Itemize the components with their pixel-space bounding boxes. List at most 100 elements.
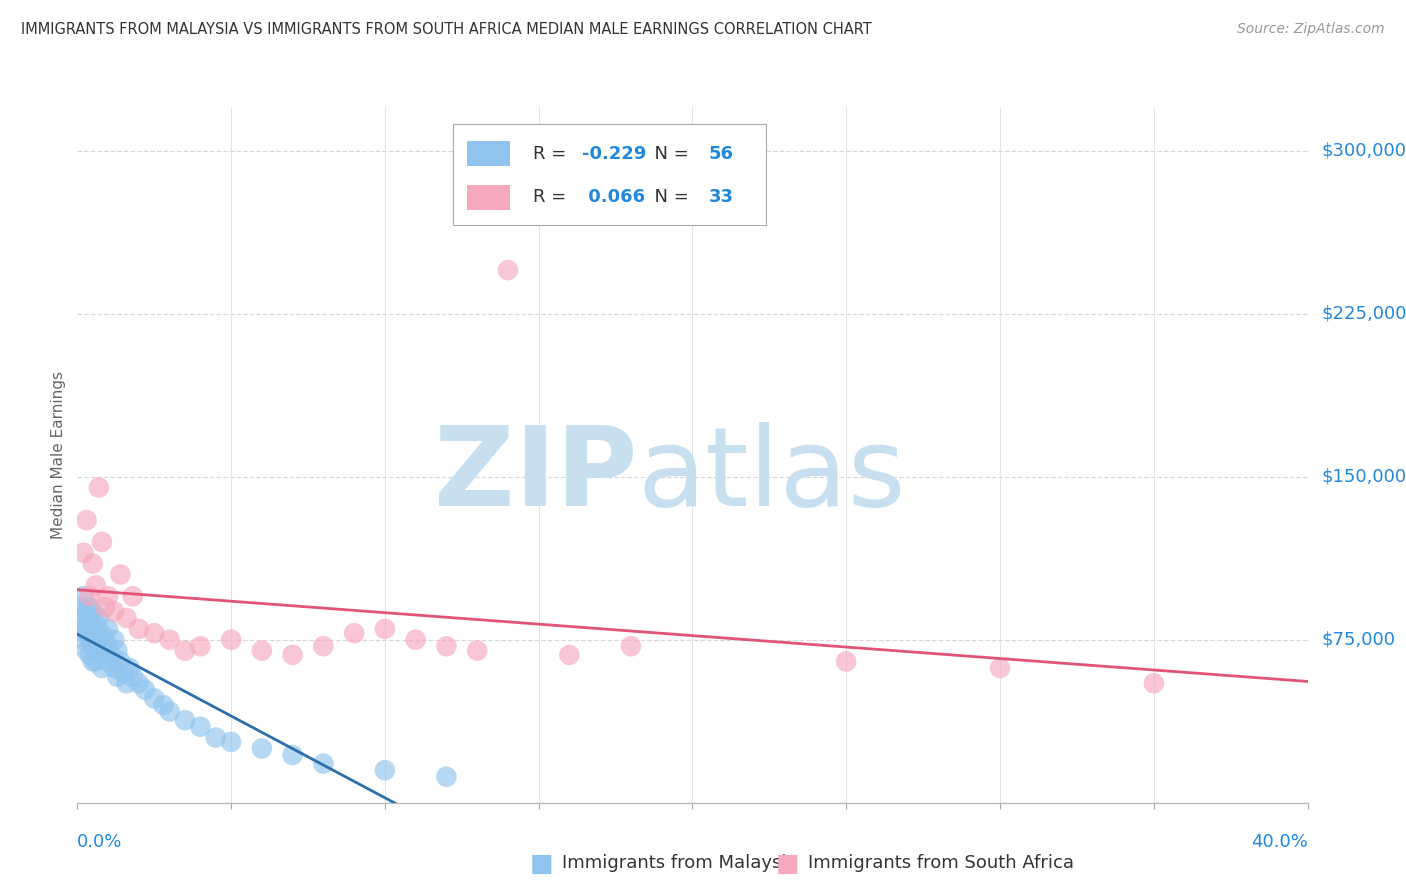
Point xyxy=(281,747,304,762)
Point xyxy=(465,643,488,657)
Point xyxy=(72,589,94,603)
Point xyxy=(174,713,197,727)
Point xyxy=(100,648,122,662)
Point xyxy=(312,756,335,771)
Text: atlas: atlas xyxy=(637,422,905,529)
Point xyxy=(115,611,138,625)
Point xyxy=(105,643,128,657)
Point xyxy=(82,655,104,669)
Point xyxy=(436,639,458,653)
Point xyxy=(82,622,104,636)
Point xyxy=(343,626,366,640)
Point xyxy=(79,632,101,647)
Point xyxy=(79,611,101,625)
Point xyxy=(620,639,643,653)
Text: 56: 56 xyxy=(709,145,734,162)
Point xyxy=(69,622,91,636)
Text: N =: N = xyxy=(644,145,695,162)
Point xyxy=(97,622,120,636)
Point xyxy=(204,731,226,745)
Point xyxy=(72,611,94,625)
Point xyxy=(90,648,114,662)
Text: Immigrants from Malaysia: Immigrants from Malaysia xyxy=(562,855,799,872)
Point xyxy=(82,639,104,653)
Point xyxy=(250,643,273,657)
FancyBboxPatch shape xyxy=(467,186,510,210)
Point xyxy=(76,643,98,657)
Text: N =: N = xyxy=(644,188,695,206)
Point xyxy=(72,632,94,647)
Text: R =: R = xyxy=(533,145,571,162)
Text: -0.229: -0.229 xyxy=(582,145,647,162)
Point xyxy=(115,676,138,690)
Point xyxy=(103,632,125,647)
Point xyxy=(988,661,1011,675)
Point xyxy=(94,643,117,657)
Point xyxy=(72,546,94,560)
Point xyxy=(97,655,120,669)
Point xyxy=(219,735,242,749)
Point xyxy=(128,676,150,690)
Point xyxy=(84,617,107,632)
Point xyxy=(188,720,212,734)
Text: 40.0%: 40.0% xyxy=(1251,833,1308,851)
Text: Immigrants from South Africa: Immigrants from South Africa xyxy=(808,855,1074,872)
Point xyxy=(79,589,101,603)
Text: R =: R = xyxy=(533,188,571,206)
Point xyxy=(90,626,114,640)
Point xyxy=(94,632,117,647)
Point xyxy=(128,622,150,636)
Text: IMMIGRANTS FROM MALAYSIA VS IMMIGRANTS FROM SOUTH AFRICA MEDIAN MALE EARNINGS CO: IMMIGRANTS FROM MALAYSIA VS IMMIGRANTS F… xyxy=(21,22,872,37)
Point xyxy=(110,655,132,669)
Point xyxy=(87,611,110,625)
Point xyxy=(121,670,143,684)
Point xyxy=(87,639,110,653)
FancyBboxPatch shape xyxy=(467,142,510,166)
Point xyxy=(103,605,125,619)
Point xyxy=(174,643,197,657)
Point xyxy=(143,691,166,706)
FancyBboxPatch shape xyxy=(453,124,766,226)
Point xyxy=(90,535,114,549)
Text: ZIP: ZIP xyxy=(433,422,637,529)
Point xyxy=(159,705,181,719)
Point xyxy=(69,600,91,615)
Point xyxy=(90,661,114,675)
Point xyxy=(82,605,104,619)
Point xyxy=(1143,676,1166,690)
Point xyxy=(436,770,458,784)
Point xyxy=(121,589,143,603)
Text: $300,000: $300,000 xyxy=(1322,142,1406,160)
Point xyxy=(84,578,107,592)
Point xyxy=(405,632,427,647)
Point xyxy=(134,682,156,697)
Point xyxy=(159,632,181,647)
Point xyxy=(250,741,273,756)
Point xyxy=(76,605,98,619)
Text: 33: 33 xyxy=(709,188,734,206)
Point xyxy=(84,655,107,669)
Point xyxy=(281,648,304,662)
Point xyxy=(79,648,101,662)
Point xyxy=(103,661,125,675)
Point xyxy=(835,655,858,669)
Point xyxy=(110,567,132,582)
Point xyxy=(312,639,335,653)
Point xyxy=(97,589,120,603)
Point xyxy=(84,643,107,657)
Text: 0.066: 0.066 xyxy=(582,188,645,206)
Point xyxy=(87,632,110,647)
Text: $225,000: $225,000 xyxy=(1322,304,1406,323)
Text: Source: ZipAtlas.com: Source: ZipAtlas.com xyxy=(1237,22,1385,37)
Text: $75,000: $75,000 xyxy=(1322,631,1396,648)
Y-axis label: Median Male Earnings: Median Male Earnings xyxy=(51,371,66,539)
Point xyxy=(558,648,581,662)
Point xyxy=(79,600,101,615)
Point xyxy=(105,670,128,684)
Text: $150,000: $150,000 xyxy=(1322,467,1406,485)
Point xyxy=(84,626,107,640)
Point xyxy=(97,639,120,653)
Point xyxy=(118,661,141,675)
Text: ■: ■ xyxy=(530,852,553,875)
Point xyxy=(143,626,166,640)
